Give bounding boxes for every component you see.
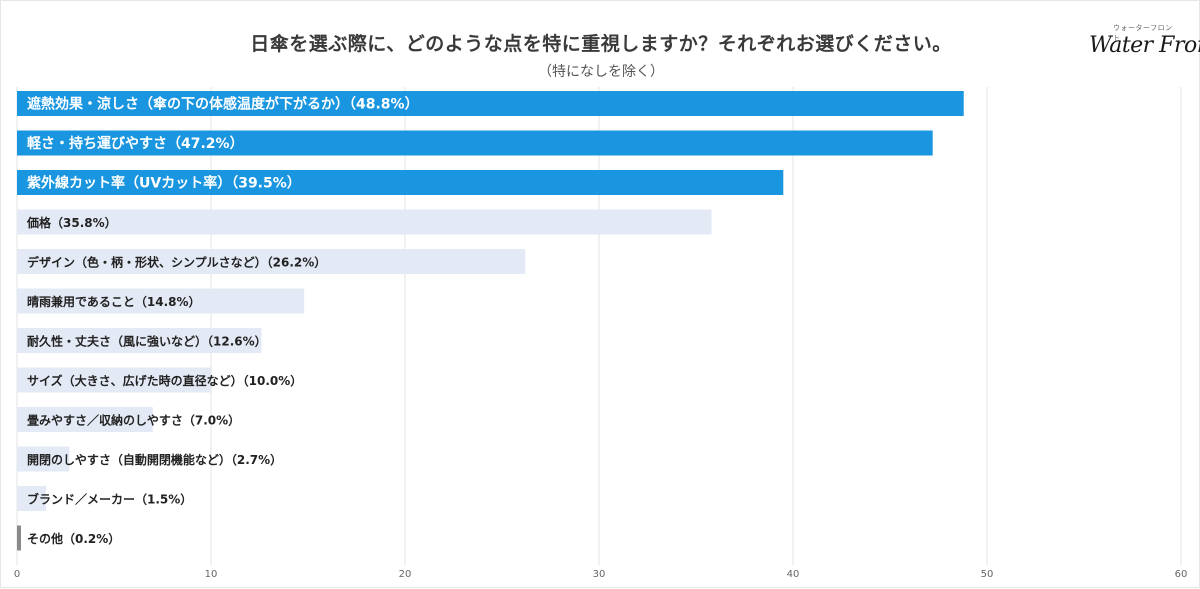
x-tick-label: 10 <box>205 569 218 580</box>
bar-label: 価格（35.8%） <box>26 215 117 230</box>
x-tick-label: 0 <box>14 569 20 580</box>
bar <box>17 91 964 116</box>
bar <box>17 288 305 314</box>
bar <box>17 209 712 235</box>
x-tick-label: 20 <box>399 569 412 580</box>
bar <box>17 407 153 432</box>
x-tick-label: 50 <box>981 569 994 580</box>
bar-label: 遮熱効果・涼しさ（傘の下の体感温度が下がるか）（48.8%） <box>27 96 419 113</box>
bar-label: ブランド／メーカー（1.5%） <box>27 492 192 507</box>
bar <box>17 486 47 511</box>
bar-label: デザイン（色・柄・形状、シンプルさなど）（26.2%） <box>27 255 326 270</box>
bar-label: 軽さ・持ち運びやすさ（47.2%） <box>27 135 244 152</box>
bar-label: 開閉のしやすさ（自動開閉機能など）（2.7%） <box>27 452 282 467</box>
bar-label: 耐久性・丈夫さ（風に強いなど）（12.6%） <box>27 334 267 349</box>
x-tick-label: 60 <box>1175 569 1188 580</box>
bar-label: 晴雨兼用であること（14.8%） <box>27 294 201 309</box>
logo-tagline: ウォーターフロント <box>1113 24 1173 42</box>
bar <box>17 130 933 156</box>
bar-label: 紫外線カット率（UVカット率）（39.5%） <box>27 175 301 192</box>
x-tick-label: 30 <box>593 569 606 580</box>
chart-title: 日傘を選ぶ際に、どのような点を特に重視しますか？それぞれお選びください。 <box>250 33 952 55</box>
chart-subtitle: （特になしを除く） <box>538 64 664 80</box>
bar <box>17 170 784 195</box>
bar <box>17 446 70 472</box>
bar <box>17 249 526 274</box>
bar-label: 畳みやすさ／収納のしやすさ（7.0%） <box>27 413 240 428</box>
water-front-logo: ウォーターフロント Water Front <box>1089 23 1200 65</box>
x-tick-label: 40 <box>787 569 800 580</box>
bar <box>17 328 262 353</box>
bar <box>17 367 211 393</box>
bar-label: サイズ（大きさ、広げた時の直径など）（10.0%） <box>27 373 302 388</box>
bar-label: その他（0.2%） <box>27 531 120 546</box>
bar <box>17 525 21 551</box>
logo-text: Water Front <box>1089 33 1200 58</box>
